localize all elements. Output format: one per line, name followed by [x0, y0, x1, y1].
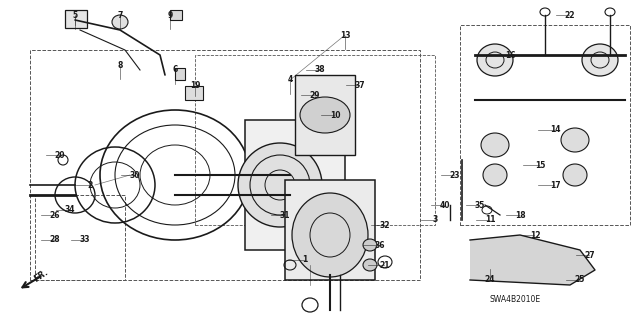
Text: 21: 21 — [380, 261, 390, 270]
Bar — [195, 55, 435, 225]
Bar — [295, 75, 355, 155]
Bar — [285, 180, 375, 280]
Text: 34: 34 — [65, 205, 76, 214]
Text: 2: 2 — [88, 181, 93, 189]
Text: 32: 32 — [380, 220, 390, 229]
Text: 15: 15 — [535, 160, 545, 169]
Bar — [460, 25, 630, 225]
Text: 29: 29 — [310, 91, 320, 100]
Ellipse shape — [477, 44, 513, 76]
Bar — [30, 50, 420, 280]
Text: 4: 4 — [287, 76, 292, 85]
Text: 13: 13 — [340, 31, 350, 40]
Ellipse shape — [582, 44, 618, 76]
Text: 18: 18 — [515, 211, 525, 219]
Text: 7: 7 — [117, 11, 123, 19]
Text: 28: 28 — [50, 235, 60, 244]
Text: 38: 38 — [315, 65, 325, 75]
Ellipse shape — [238, 143, 322, 227]
Text: 24: 24 — [484, 276, 495, 285]
Text: 35: 35 — [475, 201, 485, 210]
Ellipse shape — [112, 15, 128, 29]
Bar — [35, 195, 125, 280]
Text: FR.: FR. — [33, 268, 51, 284]
Ellipse shape — [292, 193, 368, 277]
Text: 26: 26 — [50, 211, 60, 219]
Text: 40: 40 — [440, 201, 451, 210]
Ellipse shape — [481, 133, 509, 157]
Text: 3: 3 — [433, 216, 438, 225]
Text: 37: 37 — [355, 80, 365, 90]
Ellipse shape — [363, 239, 377, 251]
Bar — [245, 120, 345, 250]
Ellipse shape — [561, 128, 589, 152]
Text: 12: 12 — [530, 231, 540, 240]
Ellipse shape — [300, 97, 350, 133]
Bar — [185, 86, 203, 100]
Text: SWA4B2010E: SWA4B2010E — [490, 295, 541, 305]
Text: 17: 17 — [550, 181, 560, 189]
Text: 6: 6 — [172, 65, 178, 75]
Text: 9: 9 — [168, 11, 173, 19]
Bar — [65, 10, 87, 28]
Text: 19: 19 — [189, 80, 200, 90]
Ellipse shape — [563, 164, 587, 186]
Text: 22: 22 — [564, 11, 575, 19]
Text: 14: 14 — [550, 125, 560, 135]
Bar — [170, 10, 182, 20]
Ellipse shape — [363, 259, 377, 271]
Text: 27: 27 — [585, 250, 595, 259]
Bar — [175, 68, 185, 80]
Text: 36: 36 — [375, 241, 385, 249]
Text: 16: 16 — [505, 50, 515, 60]
Text: 5: 5 — [72, 11, 77, 19]
Text: 25: 25 — [575, 276, 585, 285]
Text: 11: 11 — [484, 216, 495, 225]
Text: 1: 1 — [302, 256, 308, 264]
Polygon shape — [470, 235, 595, 285]
Text: 20: 20 — [55, 151, 65, 160]
Text: 8: 8 — [117, 61, 123, 70]
Text: 33: 33 — [80, 235, 90, 244]
Ellipse shape — [483, 164, 507, 186]
Text: 30: 30 — [130, 170, 140, 180]
Text: 23: 23 — [450, 170, 460, 180]
Text: 31: 31 — [280, 211, 291, 219]
Text: 10: 10 — [330, 110, 340, 120]
